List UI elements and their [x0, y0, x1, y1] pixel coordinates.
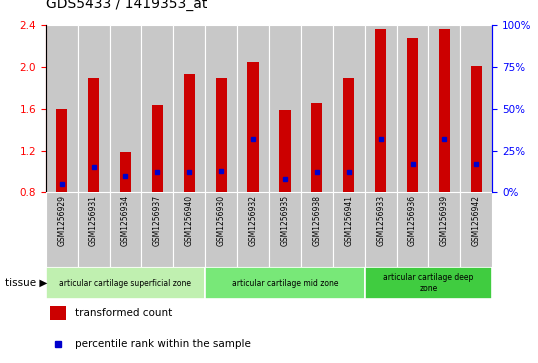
Bar [461, 192, 492, 267]
Bar [141, 25, 173, 192]
Bar [269, 25, 301, 192]
Text: GSM1256940: GSM1256940 [185, 195, 194, 246]
Bar [56, 109, 67, 192]
Bar [152, 105, 163, 192]
Bar [237, 192, 269, 267]
Bar [375, 29, 386, 192]
Text: GSM1256938: GSM1256938 [313, 195, 321, 246]
Text: GSM1256932: GSM1256932 [249, 195, 258, 246]
Bar [46, 192, 77, 267]
Bar [46, 25, 77, 192]
Text: GSM1256936: GSM1256936 [408, 195, 417, 246]
Text: GDS5433 / 1419353_at: GDS5433 / 1419353_at [46, 0, 207, 11]
Bar [365, 267, 492, 299]
Text: GSM1256939: GSM1256939 [440, 195, 449, 246]
Text: GSM1256933: GSM1256933 [376, 195, 385, 246]
Bar [343, 78, 355, 192]
Bar [216, 78, 226, 192]
Text: GSM1256929: GSM1256929 [57, 195, 66, 246]
Bar [205, 192, 237, 267]
Bar [110, 192, 141, 267]
Bar [407, 38, 418, 192]
Text: articular cartilage superficial zone: articular cartilage superficial zone [60, 279, 192, 287]
Bar [173, 25, 205, 192]
Bar [50, 306, 66, 320]
Text: tissue ▶: tissue ▶ [5, 278, 48, 288]
Bar [247, 62, 259, 192]
Bar [301, 192, 333, 267]
Text: articular cartilage mid zone: articular cartilage mid zone [232, 279, 338, 287]
Bar [279, 110, 291, 192]
Bar [461, 25, 492, 192]
Text: GSM1256937: GSM1256937 [153, 195, 162, 246]
Bar [77, 192, 110, 267]
Bar [312, 103, 322, 192]
Bar [428, 25, 461, 192]
Text: GSM1256930: GSM1256930 [217, 195, 225, 246]
Text: GSM1256935: GSM1256935 [280, 195, 289, 246]
Bar [333, 192, 365, 267]
Bar [205, 267, 365, 299]
Text: GSM1256942: GSM1256942 [472, 195, 481, 246]
Bar [301, 25, 333, 192]
Text: articular cartilage deep
zone: articular cartilage deep zone [383, 273, 473, 293]
Bar [237, 25, 269, 192]
Bar [269, 192, 301, 267]
Text: transformed count: transformed count [75, 309, 172, 318]
Bar [141, 192, 173, 267]
Bar [397, 192, 428, 267]
Bar [397, 25, 428, 192]
Text: percentile rank within the sample: percentile rank within the sample [75, 339, 251, 349]
Bar [173, 192, 205, 267]
Bar [77, 25, 110, 192]
Text: GSM1256941: GSM1256941 [344, 195, 353, 246]
Bar [471, 66, 482, 192]
Bar [120, 152, 131, 192]
Bar [110, 25, 141, 192]
Bar [183, 74, 195, 192]
Bar [439, 29, 450, 192]
Text: GSM1256931: GSM1256931 [89, 195, 98, 246]
Bar [428, 192, 461, 267]
Bar [88, 78, 99, 192]
Bar [46, 267, 205, 299]
Bar [365, 25, 397, 192]
Bar [365, 192, 397, 267]
Bar [333, 25, 365, 192]
Text: GSM1256934: GSM1256934 [121, 195, 130, 246]
Bar [205, 25, 237, 192]
